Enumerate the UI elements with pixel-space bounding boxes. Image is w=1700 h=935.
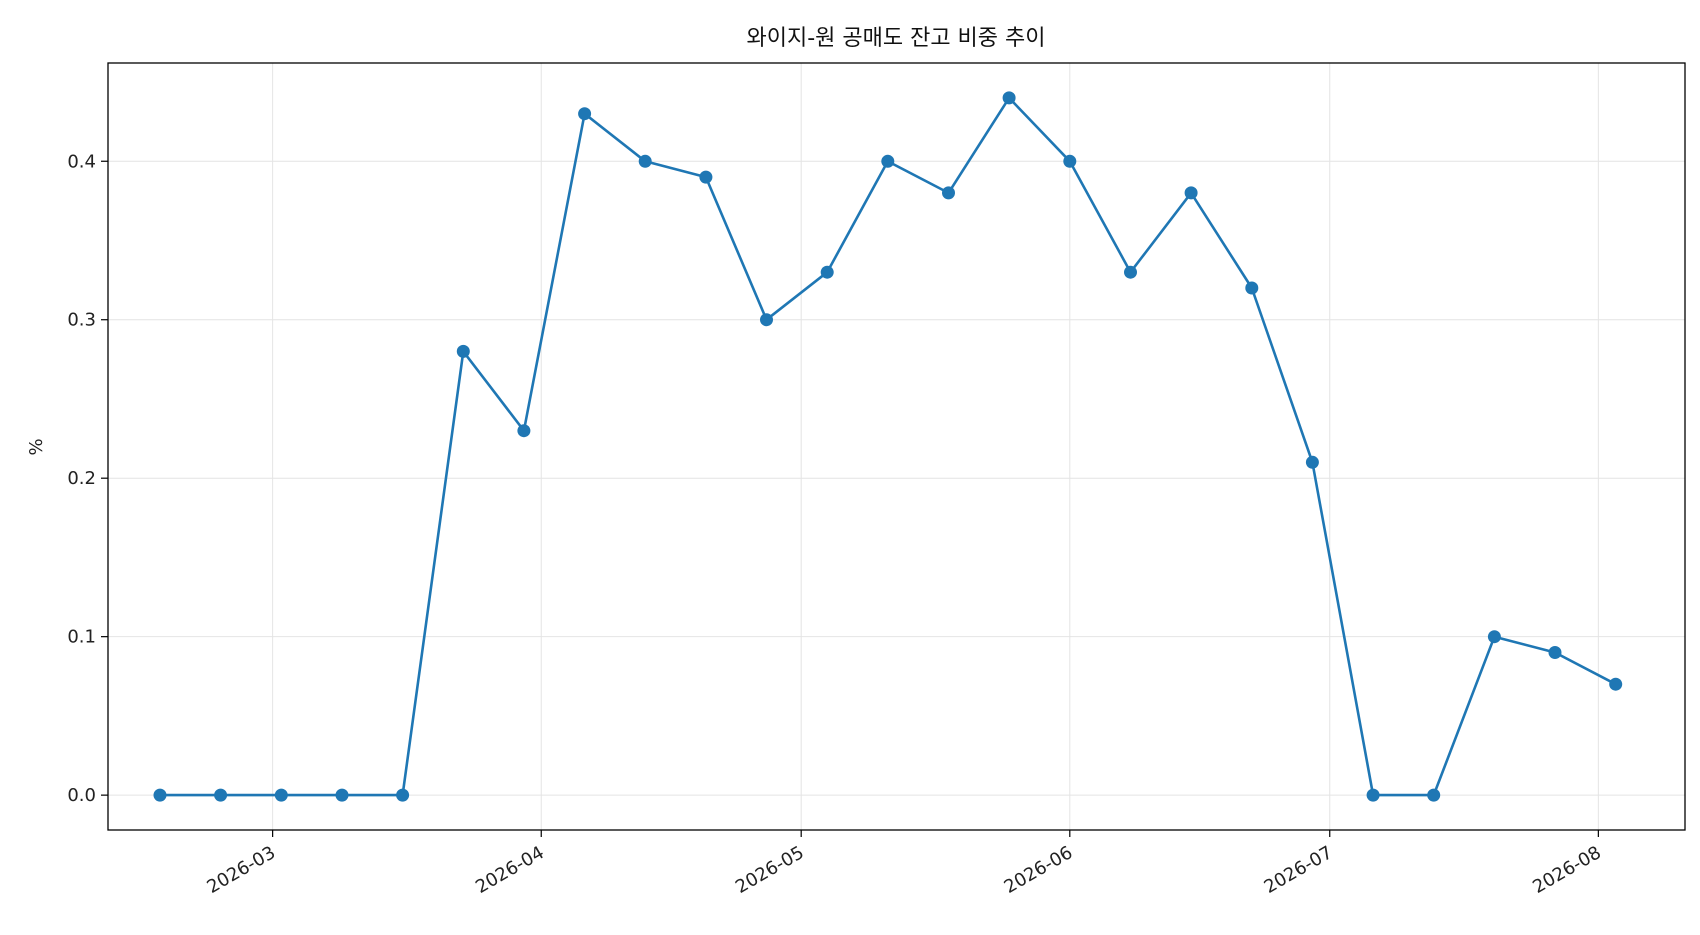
data-point: [638, 154, 652, 168]
data-point: [1063, 154, 1077, 168]
y-tick-label: 0.1: [67, 627, 96, 648]
y-tick-label: 0.4: [67, 151, 96, 172]
y-tick-label: 0.3: [67, 310, 96, 331]
plot-frame: [107, 62, 1686, 831]
data-point: [335, 788, 349, 802]
data-point: [881, 154, 895, 168]
data-point: [942, 186, 955, 200]
data-point: [1184, 186, 1198, 200]
data-point: [396, 788, 410, 802]
data-point: [1487, 630, 1501, 644]
y-tick-label: 0.2: [67, 468, 96, 489]
data-point: [517, 424, 531, 438]
data-point: [1427, 788, 1441, 802]
data-point: [1366, 788, 1380, 802]
series-layer: [153, 91, 1623, 802]
data-point: [214, 788, 228, 802]
data-point: [1245, 281, 1259, 295]
grid-lines: [108, 63, 1685, 830]
data-point: [1305, 455, 1319, 469]
data-point: [456, 344, 470, 358]
y-axis-label: %: [26, 438, 47, 455]
data-point: [274, 788, 288, 802]
y-tick-label: 0.0: [67, 785, 96, 806]
data-point: [1548, 646, 1562, 659]
data-point: [1002, 91, 1016, 105]
data-point: [820, 265, 834, 279]
data-point: [1609, 677, 1623, 691]
data-point: [1124, 265, 1137, 279]
data-point: [699, 170, 713, 184]
data-point: [153, 788, 167, 802]
chart-title: 와이지-원 공매도 잔고 비중 추이: [746, 26, 1045, 51]
data-point: [760, 313, 773, 327]
data-point: [578, 107, 592, 121]
